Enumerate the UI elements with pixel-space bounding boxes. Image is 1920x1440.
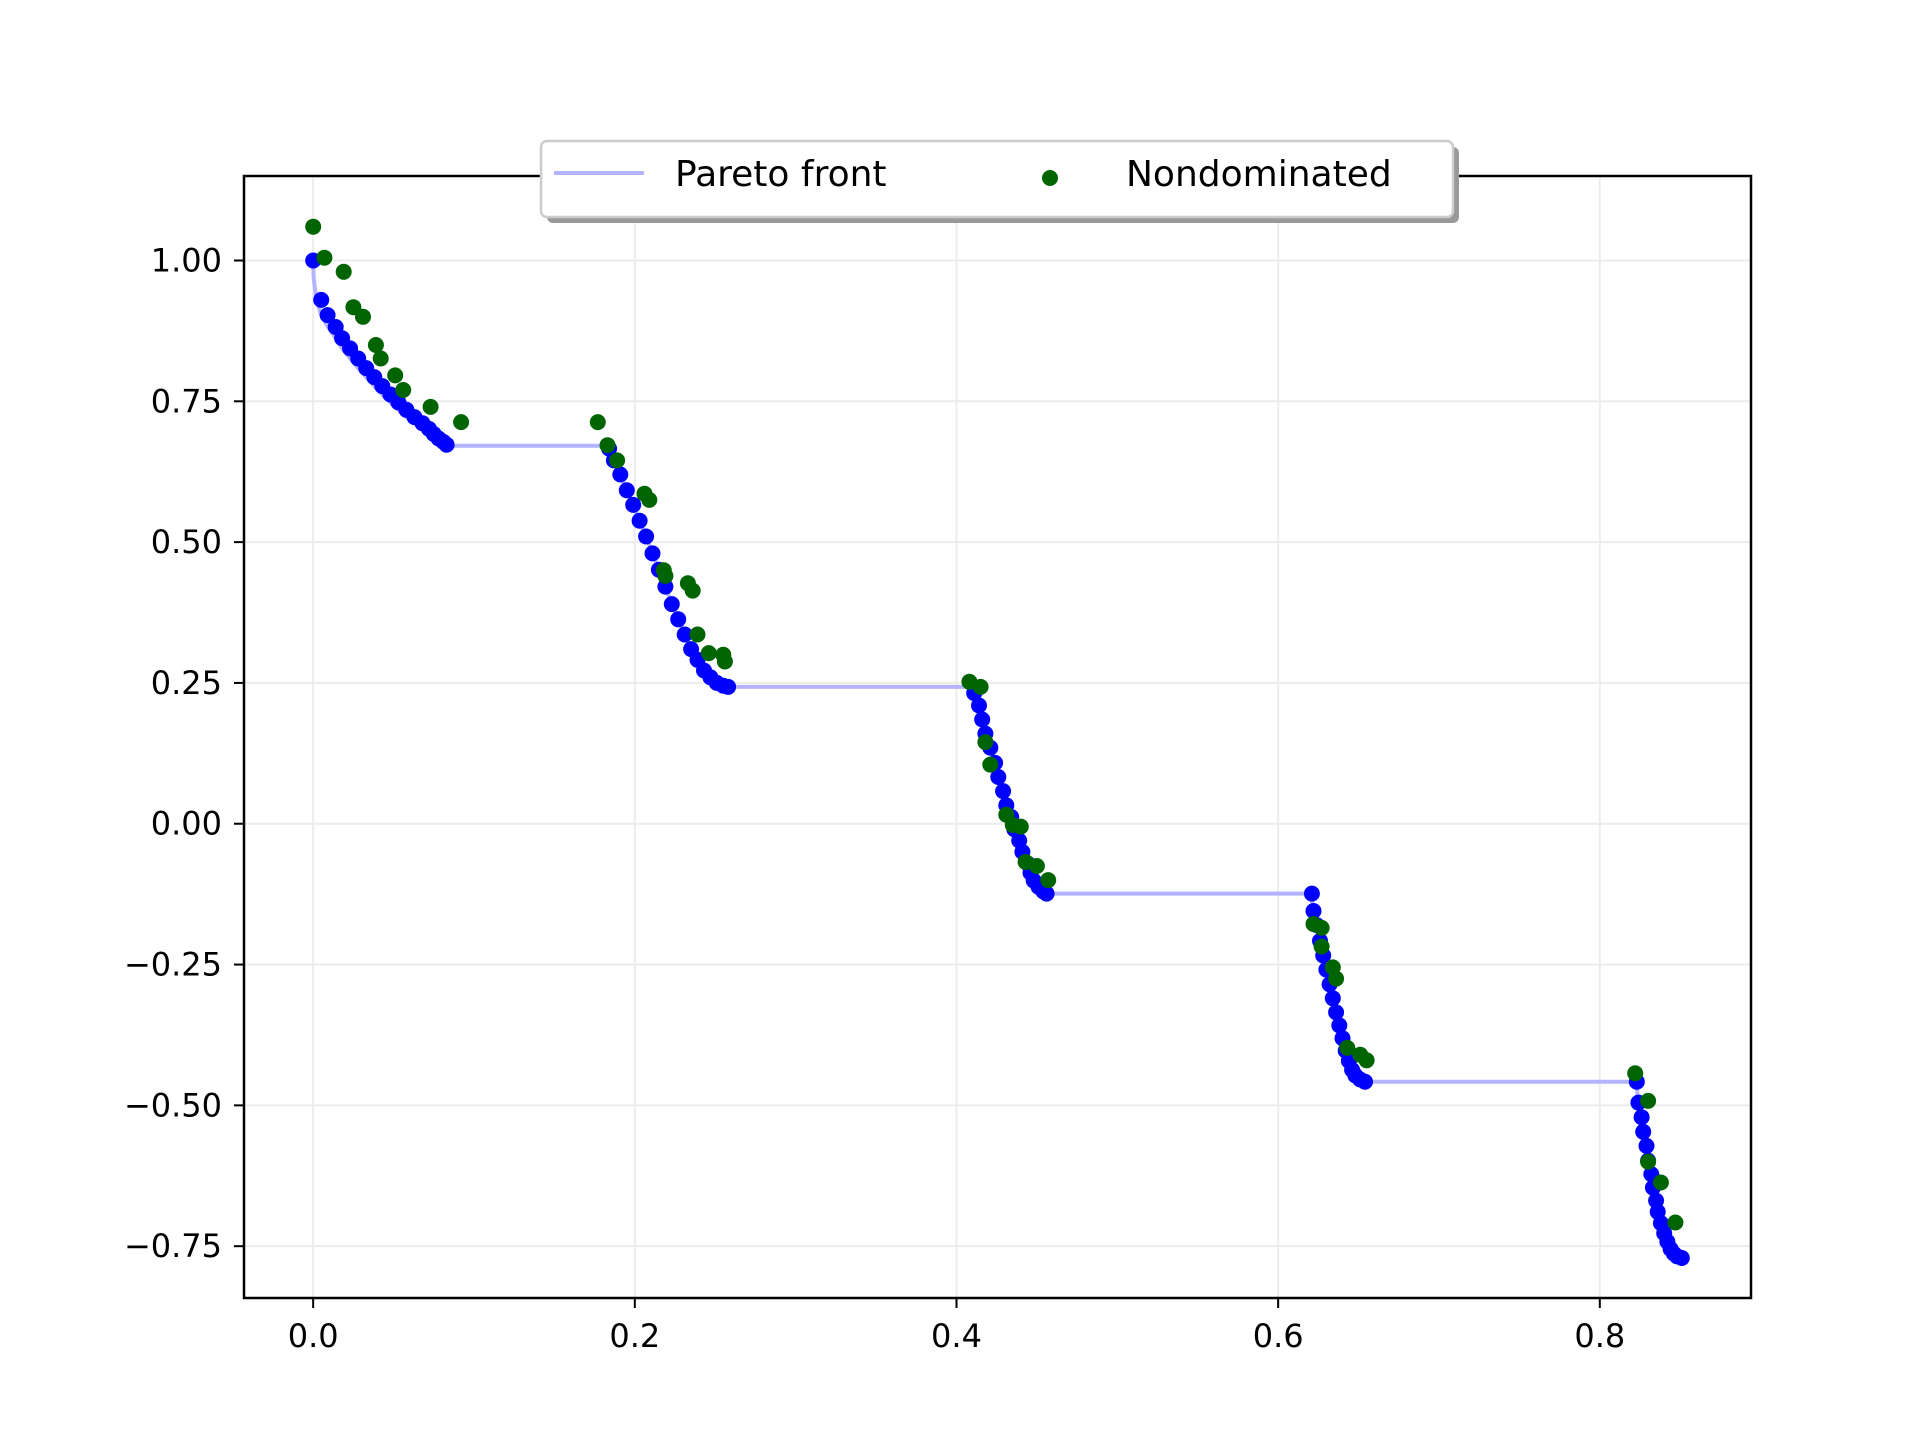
legend-box bbox=[539, 139, 1455, 219]
data-point bbox=[1303, 885, 1320, 902]
data-point bbox=[319, 307, 336, 324]
data-point bbox=[972, 678, 989, 695]
data-point bbox=[1640, 1153, 1657, 1170]
data-point bbox=[1328, 1004, 1345, 1021]
x-tick-label: 0.2 bbox=[609, 1317, 660, 1355]
data-point bbox=[372, 350, 389, 367]
data-point bbox=[982, 756, 999, 773]
data-point bbox=[355, 308, 371, 325]
y-tick-label: −0.50 bbox=[124, 1086, 222, 1124]
legend-handle-nondominated bbox=[1042, 170, 1058, 186]
data-point bbox=[367, 337, 384, 353]
data-point bbox=[1313, 919, 1330, 936]
data-point bbox=[313, 291, 330, 308]
y-tick-label: 1.00 bbox=[151, 241, 222, 279]
data-point bbox=[589, 414, 606, 431]
data-point bbox=[1328, 970, 1345, 987]
data-point bbox=[1339, 1039, 1356, 1056]
data-point bbox=[453, 414, 470, 431]
legend-label-pareto-front: Pareto front bbox=[675, 154, 887, 195]
data-point bbox=[990, 769, 1007, 785]
data-point bbox=[1673, 1250, 1690, 1266]
data-point bbox=[1357, 1073, 1373, 1090]
data-point bbox=[395, 382, 412, 398]
data-point bbox=[1028, 858, 1045, 874]
data-point bbox=[638, 528, 655, 545]
y-tick-label: −0.25 bbox=[124, 946, 222, 984]
data-point bbox=[625, 496, 642, 513]
grid bbox=[244, 176, 1751, 1298]
y-tick-label: 0.25 bbox=[151, 664, 222, 702]
data-point bbox=[676, 626, 693, 643]
data-point bbox=[670, 611, 687, 628]
data-point bbox=[1640, 1092, 1657, 1109]
data-point bbox=[995, 783, 1012, 800]
data-point bbox=[612, 466, 629, 483]
x-tick-label: 0.4 bbox=[931, 1317, 982, 1355]
x-tick-label: 0.0 bbox=[288, 1317, 339, 1355]
data-point bbox=[618, 482, 635, 499]
y-tick-label: 0.75 bbox=[151, 382, 222, 420]
data-point bbox=[1331, 1017, 1348, 1034]
data-point bbox=[684, 582, 701, 599]
series-layer bbox=[305, 218, 1690, 1266]
data-point bbox=[631, 512, 648, 529]
data-point bbox=[720, 678, 737, 695]
data-point bbox=[438, 436, 455, 453]
y-tick-label: 0.50 bbox=[151, 523, 222, 561]
y-tick-label: −0.75 bbox=[124, 1227, 222, 1265]
data-point bbox=[977, 734, 994, 751]
data-point bbox=[1358, 1052, 1375, 1069]
data-point bbox=[422, 398, 439, 415]
data-point bbox=[644, 545, 661, 562]
data-point bbox=[1635, 1123, 1652, 1140]
data-point bbox=[1652, 1174, 1669, 1191]
data-point bbox=[700, 645, 717, 662]
data-point bbox=[971, 697, 987, 714]
data-point bbox=[305, 218, 322, 235]
data-point bbox=[335, 263, 352, 280]
data-point bbox=[1324, 990, 1341, 1007]
data-point bbox=[1313, 938, 1330, 955]
data-point bbox=[641, 491, 658, 508]
axes: 0.0 0.2 0.4 0.6 0.8 1.00 0.75 0.50 0.25 0.00 −0.25… bbox=[124, 241, 1625, 1355]
data-point bbox=[1638, 1137, 1655, 1154]
y-tick-label: 0.00 bbox=[151, 805, 222, 843]
x-tick-label: 0.8 bbox=[1574, 1317, 1625, 1355]
data-point bbox=[1040, 872, 1057, 889]
data-point bbox=[316, 249, 333, 266]
data-point bbox=[1627, 1065, 1644, 1082]
data-point bbox=[657, 567, 674, 584]
data-point bbox=[599, 437, 616, 454]
data-point bbox=[1633, 1109, 1650, 1126]
data-point bbox=[387, 367, 404, 384]
legend-label-nondominated: Nondominated bbox=[1126, 154, 1392, 195]
legend: Pareto front Nondominated bbox=[539, 139, 1459, 223]
data-point bbox=[609, 452, 626, 469]
data-point bbox=[1012, 818, 1029, 835]
data-point bbox=[974, 711, 991, 728]
data-point bbox=[1305, 903, 1322, 919]
data-point bbox=[1667, 1214, 1684, 1231]
data-point bbox=[663, 596, 680, 613]
x-tick-label: 0.6 bbox=[1253, 1317, 1304, 1355]
data-point bbox=[1038, 885, 1055, 902]
data-point bbox=[689, 626, 706, 643]
data-point bbox=[716, 653, 733, 670]
